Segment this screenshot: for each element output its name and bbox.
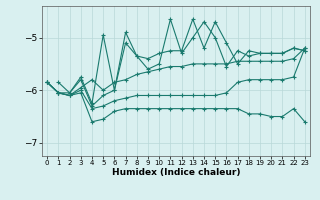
X-axis label: Humidex (Indice chaleur): Humidex (Indice chaleur) [112, 168, 240, 177]
